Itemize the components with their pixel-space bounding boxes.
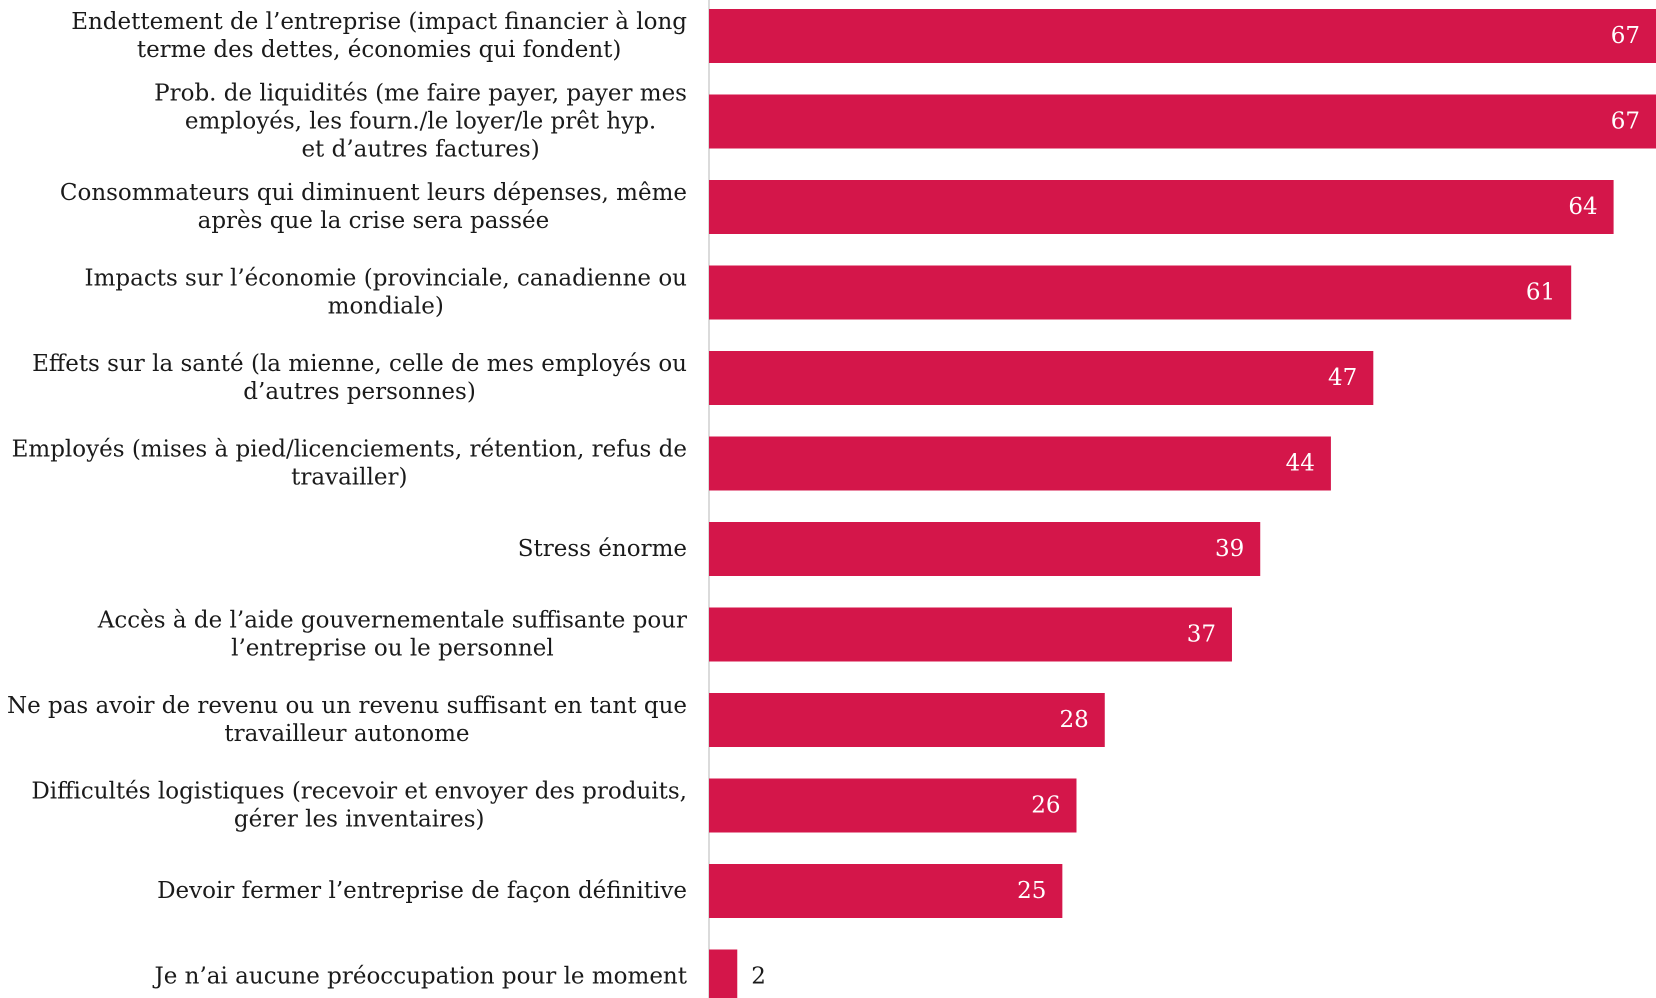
category-label: travailleur autonome: [224, 721, 469, 747]
value-label: 67: [1611, 23, 1640, 49]
category-label: Prob. de liquidités (me faire payer, pay…: [154, 81, 687, 107]
bar: [709, 949, 738, 998]
category-label: d’autres personnes): [243, 379, 476, 405]
value-label: 2: [751, 964, 766, 990]
value-label: 47: [1328, 365, 1357, 391]
bar: [709, 180, 1614, 234]
bar: [709, 778, 1077, 833]
bar: [709, 607, 1232, 662]
category-label: gérer les inventaires): [234, 807, 485, 833]
category-label: mondiale): [328, 294, 444, 320]
value-label: 61: [1526, 280, 1555, 306]
category-label: l’entreprise ou le personnel: [231, 636, 554, 662]
category-label: Consommateurs qui diminuent leurs dépens…: [60, 180, 687, 206]
category-label: Employés (mises à pied/licenciements, ré…: [12, 437, 687, 463]
category-label: Je n’ai aucune préoccupation pour le mom…: [153, 964, 688, 990]
category-labels-group: Endettement de l’entreprise (impact fina…: [7, 9, 688, 990]
value-labels-group: 67 67 64 61 47 44 39 37 28 26 25 2: [751, 23, 1640, 990]
value-label: 26: [1031, 793, 1060, 819]
category-label: Effets sur la santé (la mienne, celle de…: [32, 351, 687, 377]
value-label: 64: [1568, 194, 1597, 220]
bar: [709, 693, 1105, 747]
bar: [709, 436, 1331, 491]
category-label: travailler): [291, 465, 407, 491]
category-label: terme des dettes, économies qui fondent): [137, 37, 622, 63]
category-label: Stress énorme: [518, 536, 687, 562]
category-label: Accès à de l’aide gouvernementale suffis…: [97, 608, 687, 634]
category-label: Impacts sur l’économie (provinciale, can…: [84, 266, 687, 292]
bar: [709, 351, 1374, 405]
value-label: 25: [1017, 878, 1046, 904]
category-label: employés, les fourn./le loyer/le prêt hy…: [185, 109, 656, 135]
category-label: et d’autres factures): [301, 137, 539, 163]
bar: [709, 94, 1656, 149]
value-label: 39: [1215, 536, 1244, 562]
value-label: 44: [1286, 451, 1315, 477]
category-label: Difficultés logistiques (recevoir et env…: [31, 779, 687, 805]
value-label: 37: [1187, 622, 1216, 648]
bar: [709, 9, 1656, 63]
category-label: après que la crise sera passée: [198, 208, 550, 234]
value-label: 67: [1611, 109, 1640, 135]
bar: [709, 265, 1572, 320]
bar: [709, 522, 1261, 576]
category-label: Ne pas avoir de revenu ou un revenu suff…: [7, 693, 687, 719]
value-label: 28: [1059, 707, 1088, 733]
category-label: Endettement de l’entreprise (impact fina…: [71, 9, 687, 35]
bars-group: [709, 9, 1656, 998]
bar: [709, 864, 1063, 918]
category-label: Devoir fermer l’entreprise de façon défi…: [157, 878, 687, 904]
